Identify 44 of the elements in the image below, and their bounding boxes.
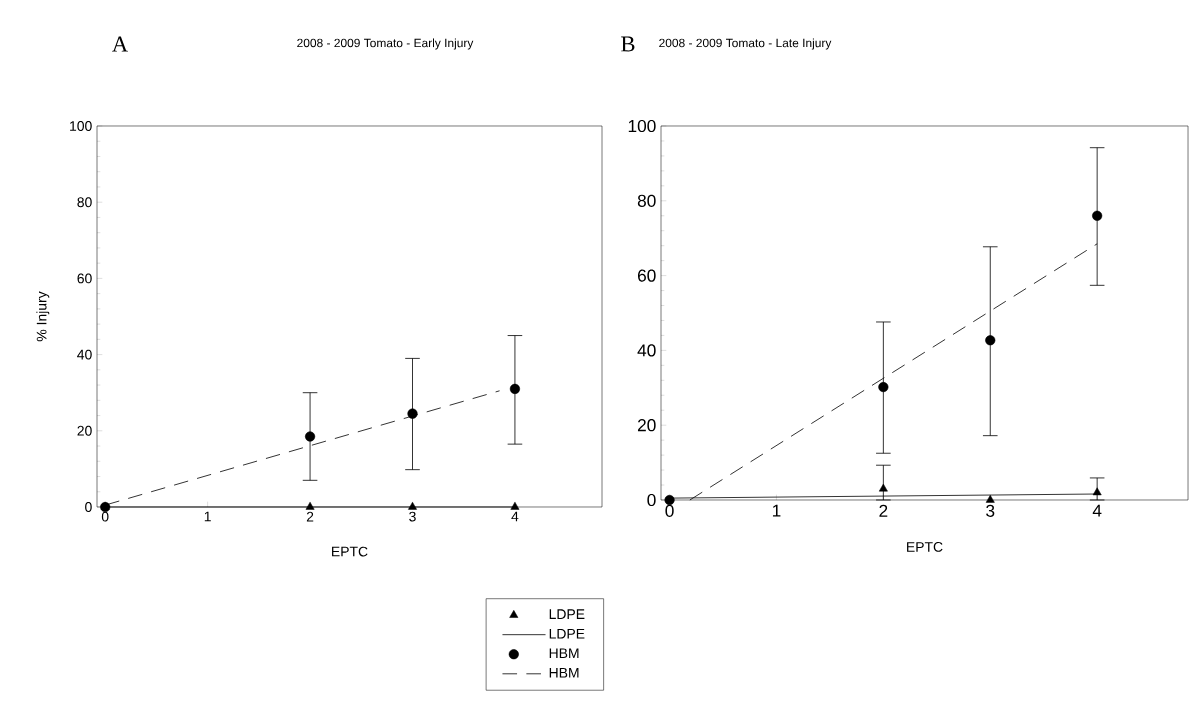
legend-label: LDPE (549, 628, 585, 639)
y-tick-label: 80 (637, 194, 656, 207)
legend-label: HBM (549, 668, 579, 678)
point (985, 494, 995, 503)
y-tick-label: 60 (637, 269, 656, 282)
y-tick-label: 100 (70, 121, 92, 131)
point (510, 501, 520, 510)
x-tick-label: 0 (101, 511, 109, 522)
chart-title: B (621, 36, 635, 52)
legend-label: HBM (549, 648, 579, 659)
point (305, 431, 316, 442)
x-tick-label: 1 (772, 504, 781, 517)
x-axis-title: EPTC (907, 541, 943, 552)
x-tick-label: 3 (986, 504, 995, 517)
y-tick-label: 40 (637, 344, 656, 357)
x-tick-label: 4 (511, 511, 519, 522)
point (305, 501, 315, 510)
y-tick-label: 40 (77, 349, 92, 360)
x-tick-label: 0 (665, 504, 674, 517)
x-tick-label: 4 (1092, 504, 1102, 517)
point (509, 383, 520, 394)
chart-title: A (112, 36, 128, 52)
x-axis-title: EPTC (332, 546, 368, 557)
point (407, 408, 418, 419)
y-tick-label: 60 (77, 273, 92, 284)
y-tick-label: 0 (647, 493, 656, 507)
chart-subtitle: 2008 - 2009 Tomato - Early Injury (297, 38, 474, 50)
point (408, 501, 417, 510)
y-tick-label: 20 (637, 419, 656, 432)
point (878, 382, 889, 393)
x-tick-label: 1 (204, 511, 211, 522)
chart-subtitle: 2008 - 2009 Tomato - Late Injury (659, 38, 832, 50)
point (985, 335, 996, 346)
x-tick-label: 2 (879, 504, 888, 517)
y-tick-label: 100 (628, 119, 656, 133)
y-tick-label: 80 (77, 197, 92, 208)
point (1092, 487, 1102, 496)
point (1092, 210, 1103, 221)
y-tick-label: 20 (77, 425, 92, 436)
point (878, 483, 888, 492)
legend-label: LDPE (549, 609, 585, 619)
y-axis-title: % Injury (36, 291, 50, 342)
x-tick-label: 3 (409, 511, 416, 522)
x-tick-label: 2 (306, 511, 314, 522)
